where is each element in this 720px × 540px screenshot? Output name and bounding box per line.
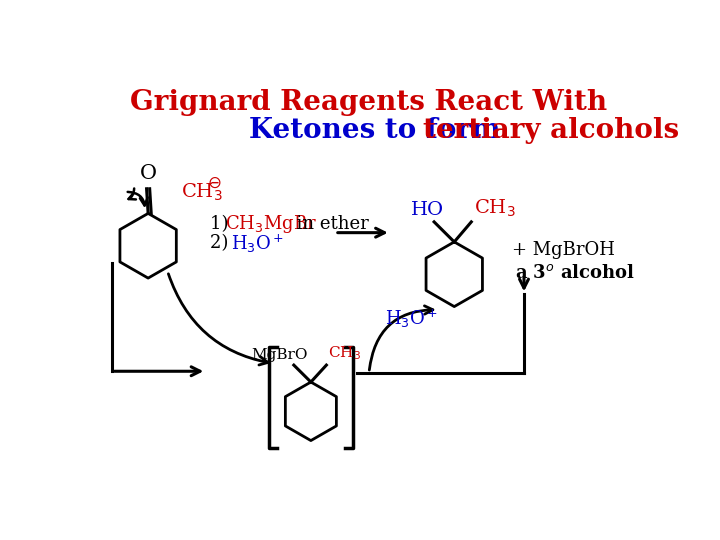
- Text: Grignard Reagents React With: Grignard Reagents React With: [130, 90, 608, 117]
- Text: HO: HO: [411, 201, 444, 219]
- Text: CH$_3$MgBr: CH$_3$MgBr: [225, 213, 317, 235]
- FancyArrowPatch shape: [369, 306, 433, 370]
- Text: CH$_3$: CH$_3$: [181, 181, 223, 202]
- FancyArrowPatch shape: [128, 188, 136, 199]
- Text: MgBrO: MgBrO: [251, 348, 307, 362]
- Text: 1): 1): [210, 215, 235, 233]
- Text: + MgBrOH: + MgBrOH: [513, 241, 616, 259]
- FancyArrowPatch shape: [168, 274, 268, 365]
- Text: a 3$^o$ alcohol: a 3$^o$ alcohol: [515, 264, 635, 282]
- Text: O: O: [140, 164, 157, 183]
- Text: CH$_3$: CH$_3$: [328, 345, 361, 362]
- Text: tertiary alcohols: tertiary alcohols: [423, 117, 680, 144]
- Text: in ether: in ether: [285, 215, 369, 233]
- FancyArrowPatch shape: [127, 192, 148, 206]
- Text: $\ominus$: $\ominus$: [207, 174, 222, 192]
- Text: 2): 2): [210, 234, 240, 252]
- Text: Ketones to form: Ketones to form: [249, 117, 510, 144]
- Text: H$_3$O$^+$: H$_3$O$^+$: [385, 308, 438, 330]
- Text: CH$_3$: CH$_3$: [474, 198, 516, 219]
- Text: H$_3$O$^+$: H$_3$O$^+$: [231, 232, 284, 254]
